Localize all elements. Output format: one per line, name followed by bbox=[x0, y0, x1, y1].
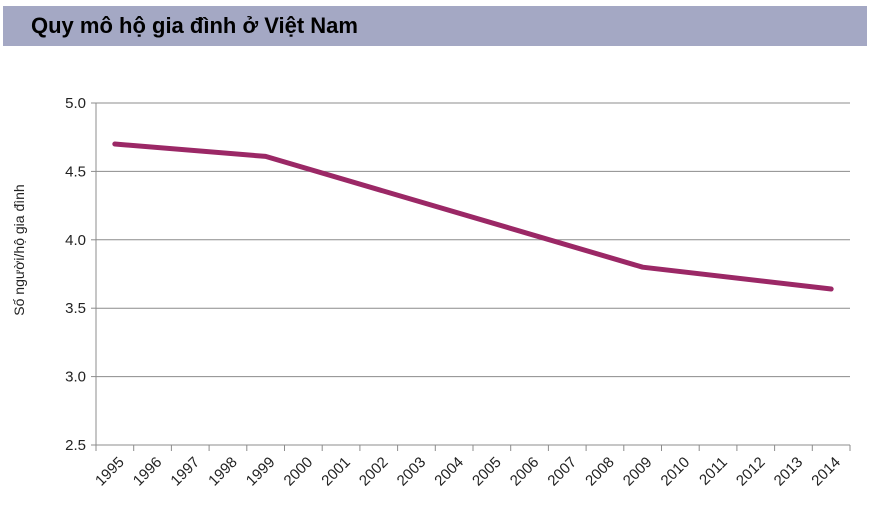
series-line bbox=[112, 141, 834, 292]
gridlines bbox=[96, 102, 850, 446]
x-tick-label: 2006 bbox=[507, 454, 543, 490]
x-tick-label: 2014 bbox=[808, 454, 844, 490]
x-tick-label: 1997 bbox=[167, 454, 203, 490]
x-tick-label: 2002 bbox=[356, 454, 392, 490]
x-tick-label: 2012 bbox=[733, 454, 769, 490]
y-axis: 5.0 4.5 4.0 3.5 3.0 2.5 bbox=[65, 95, 97, 454]
chart-title: Quy mô hộ gia đình ở Việt Nam bbox=[31, 13, 358, 38]
x-tick-label: 1996 bbox=[130, 454, 166, 490]
y-tick-label: 3.5 bbox=[65, 300, 86, 317]
x-tick-label: 2009 bbox=[620, 454, 656, 490]
x-tick-label: 2007 bbox=[544, 454, 580, 490]
series bbox=[112, 141, 834, 292]
x-tick-label: 2001 bbox=[318, 454, 354, 490]
x-tick-label: 2003 bbox=[394, 454, 430, 490]
x-tick-label: 2008 bbox=[582, 454, 618, 490]
y-tick-label: 2.5 bbox=[65, 437, 86, 454]
y-axis-title: Số người/hộ gia đình bbox=[11, 184, 27, 315]
y-tick-label: 5.0 bbox=[65, 95, 86, 112]
x-axis: 1995 1996 1997 1998 1999 2000 2001 2002 2003 2004… bbox=[92, 445, 851, 490]
x-tick-label: 1999 bbox=[243, 454, 279, 490]
y-tick-label: 4.0 bbox=[65, 232, 86, 249]
x-tick-label: 1998 bbox=[205, 454, 241, 490]
y-tick-label: 3.0 bbox=[65, 369, 86, 386]
x-tick-label: 2011 bbox=[696, 454, 731, 489]
x-tick-label: 2013 bbox=[771, 454, 807, 490]
x-tick-label: 2010 bbox=[658, 454, 694, 490]
x-tick-label: 2004 bbox=[431, 454, 467, 490]
x-tick-label: 1995 bbox=[92, 454, 128, 490]
title-bar bbox=[3, 6, 867, 46]
y-tick-label: 4.5 bbox=[65, 163, 86, 180]
x-tick-label: 2000 bbox=[281, 454, 317, 490]
x-tick-label: 2005 bbox=[469, 454, 505, 490]
